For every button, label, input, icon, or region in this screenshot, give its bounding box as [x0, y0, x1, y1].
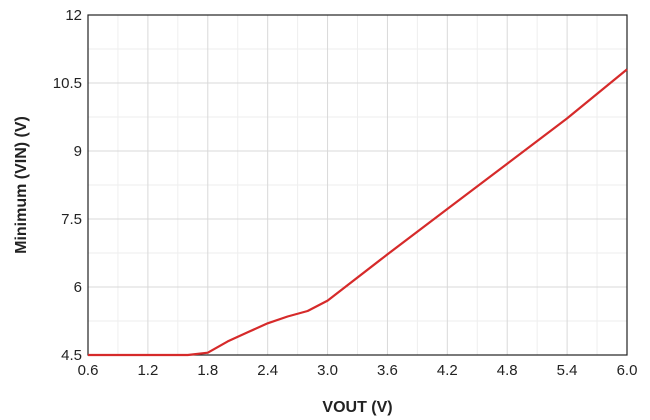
- x-tick-label: 3.6: [377, 362, 398, 379]
- y-tick-label: 7.5: [61, 211, 82, 228]
- major-grid: [88, 15, 627, 355]
- series-layer: [88, 68, 628, 357]
- x-tick-label: 0.6: [78, 362, 99, 379]
- series-line: [88, 68, 628, 357]
- y-tick-label: 6: [74, 279, 82, 296]
- x-tick-label: 6.0: [617, 362, 638, 379]
- x-axis-ticks: 0.6 1.2 1.8 2.4 3.0 3.6 4.2 4.8 5.4 6.0: [78, 362, 638, 379]
- x-tick-label: 2.4: [257, 362, 278, 379]
- x-tick-label: 1.2: [137, 362, 158, 379]
- x-tick-label: 4.2: [437, 362, 458, 379]
- y-tick-label: 12: [65, 7, 82, 24]
- x-tick-label: 1.8: [197, 362, 218, 379]
- y-axis-title: Minimum (VIN) (V): [13, 116, 30, 254]
- minor-grid: [88, 15, 627, 355]
- plot-area-frame: [87, 14, 628, 356]
- x-tick-label: 4.8: [497, 362, 518, 379]
- x-tick-label: 3.0: [317, 362, 338, 379]
- x-axis-title: VOUT (V): [322, 399, 392, 416]
- y-tick-label: 4.5: [61, 347, 82, 364]
- x-tick-label: 5.4: [557, 362, 578, 379]
- y-axis-ticks: 4.5 6 7.5 9 10.5 12: [53, 7, 82, 364]
- y-tick-label: 9: [74, 143, 82, 160]
- y-tick-label: 10.5: [53, 75, 82, 92]
